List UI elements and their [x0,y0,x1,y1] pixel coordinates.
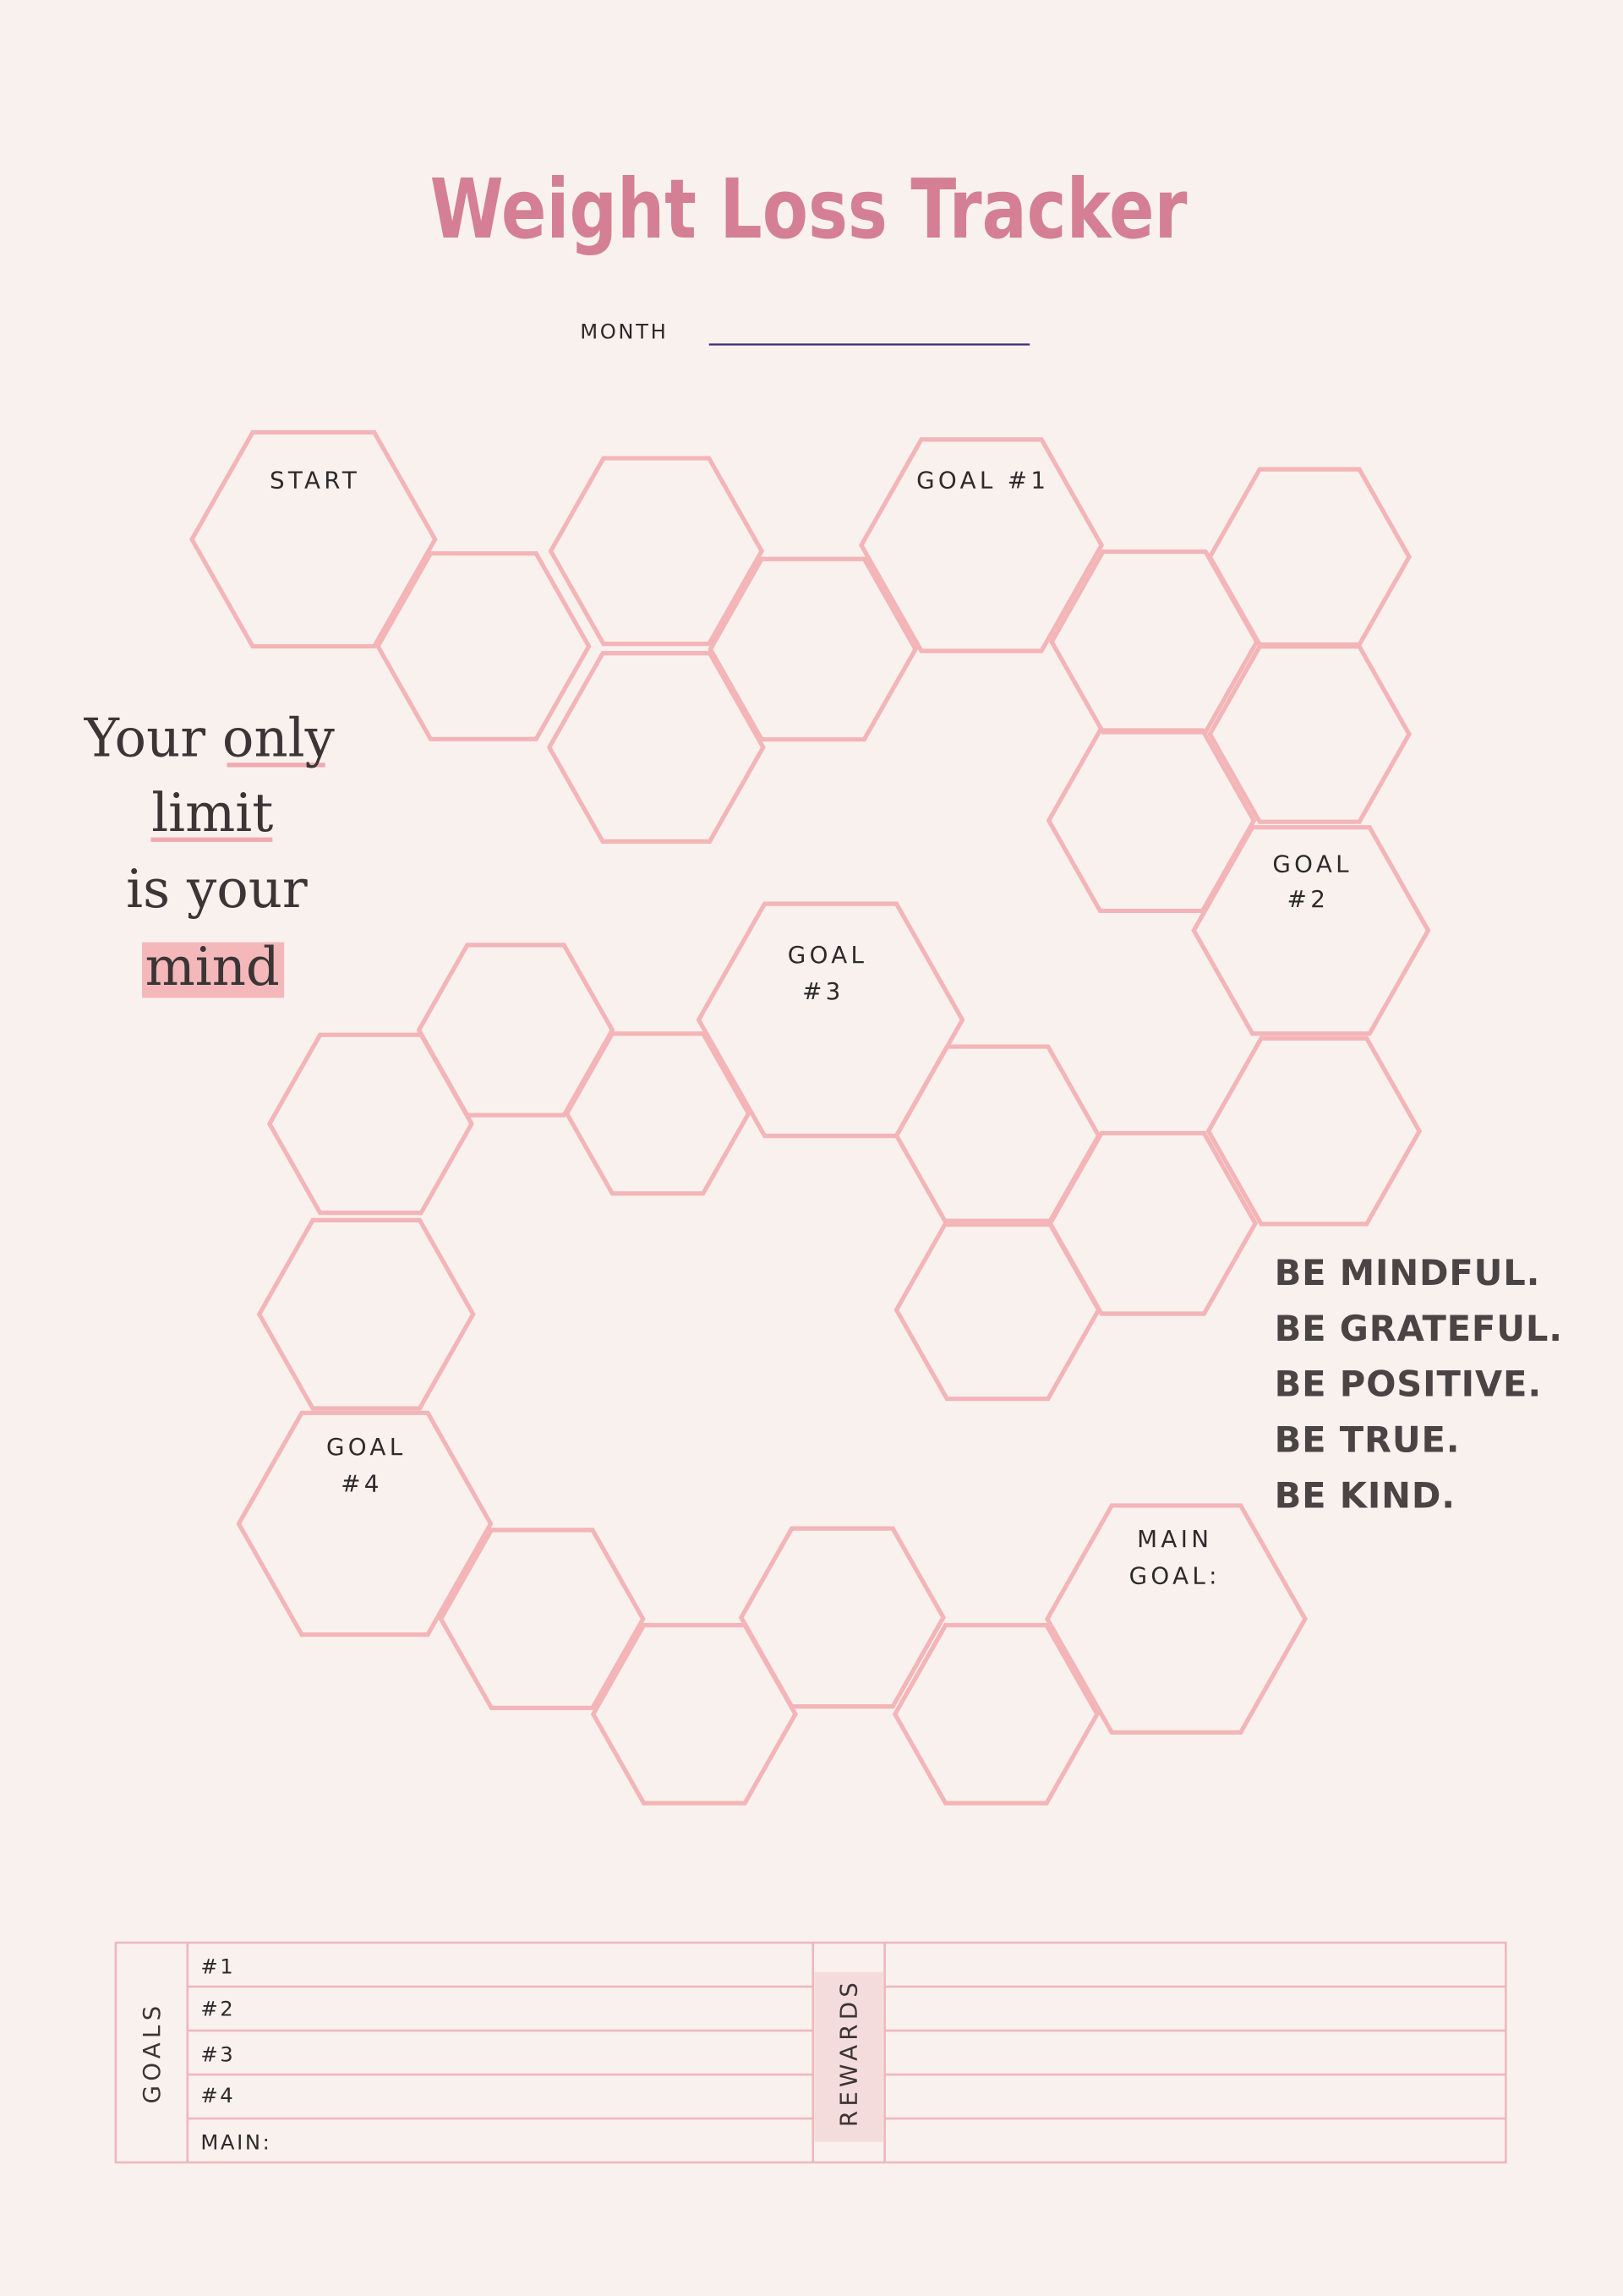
hex-label: #2 [1287,885,1330,913]
quote-line: Your only [84,707,336,768]
hexagon-path [189,429,1431,1806]
hex-label: #4 [341,1469,383,1497]
hexagon [1047,1130,1259,1316]
goals-header: GOALS [138,2002,166,2104]
affirmation: BE KIND. [1275,1474,1456,1516]
month-label: MONTH [580,320,668,344]
hexagon [892,1622,1100,1806]
hexagon [696,901,965,1139]
title: Weight Loss Tracker [430,161,1188,257]
hexagon [858,437,1105,653]
goal-row-label: MAIN: [200,2129,271,2154]
hexagon [1205,1036,1423,1227]
hexagon [546,651,766,844]
hexagon [590,1622,798,1806]
hex-label: MAIN [1137,1525,1212,1553]
hexagon [708,556,919,742]
hex-label: #3 [802,977,844,1005]
table-border [114,1941,1507,2164]
hexagon [438,1528,646,1710]
goal-row-label: #1 [200,1954,235,1978]
hexagon [236,1410,494,1637]
hexagon [189,429,438,649]
hex-label: GOAL: [1129,1562,1221,1590]
affirmation: BE TRUE. [1275,1419,1461,1461]
hex-label: GOAL [326,1433,407,1461]
hexagon [266,1032,474,1216]
hexagon [548,456,765,647]
rewards-header: REWARDS [835,1978,863,2127]
goal-row-label: #4 [200,2083,235,2107]
hexagon [1044,1503,1308,1735]
affirmation: BE MINDFUL. [1275,1252,1541,1293]
hex-label: START [270,466,360,494]
hexagon [375,551,592,741]
goal-row-label: #2 [200,1997,235,2021]
hexagon [1191,825,1431,1036]
quote-line: is your [126,858,308,920]
goal-row-label: #3 [200,2042,235,2066]
rewards-bg [814,1971,883,2142]
hexagon [738,1526,946,1709]
affirmation: BE POSITIVE. [1275,1364,1542,1405]
hexagon [256,1217,476,1411]
hex-label: GOAL #1 [916,466,1049,494]
quote-line: mind [145,936,280,998]
hex-label: GOAL [1272,850,1352,877]
hexagon [1046,728,1257,914]
hex-label: GOAL [788,941,868,969]
quote-line: limit [151,782,273,844]
highlight [142,942,285,998]
affirmation: BE GRATEFUL. [1275,1308,1563,1349]
hexagon [1207,644,1412,824]
table-rows [187,1985,1506,2120]
hexagon [893,1218,1101,1402]
